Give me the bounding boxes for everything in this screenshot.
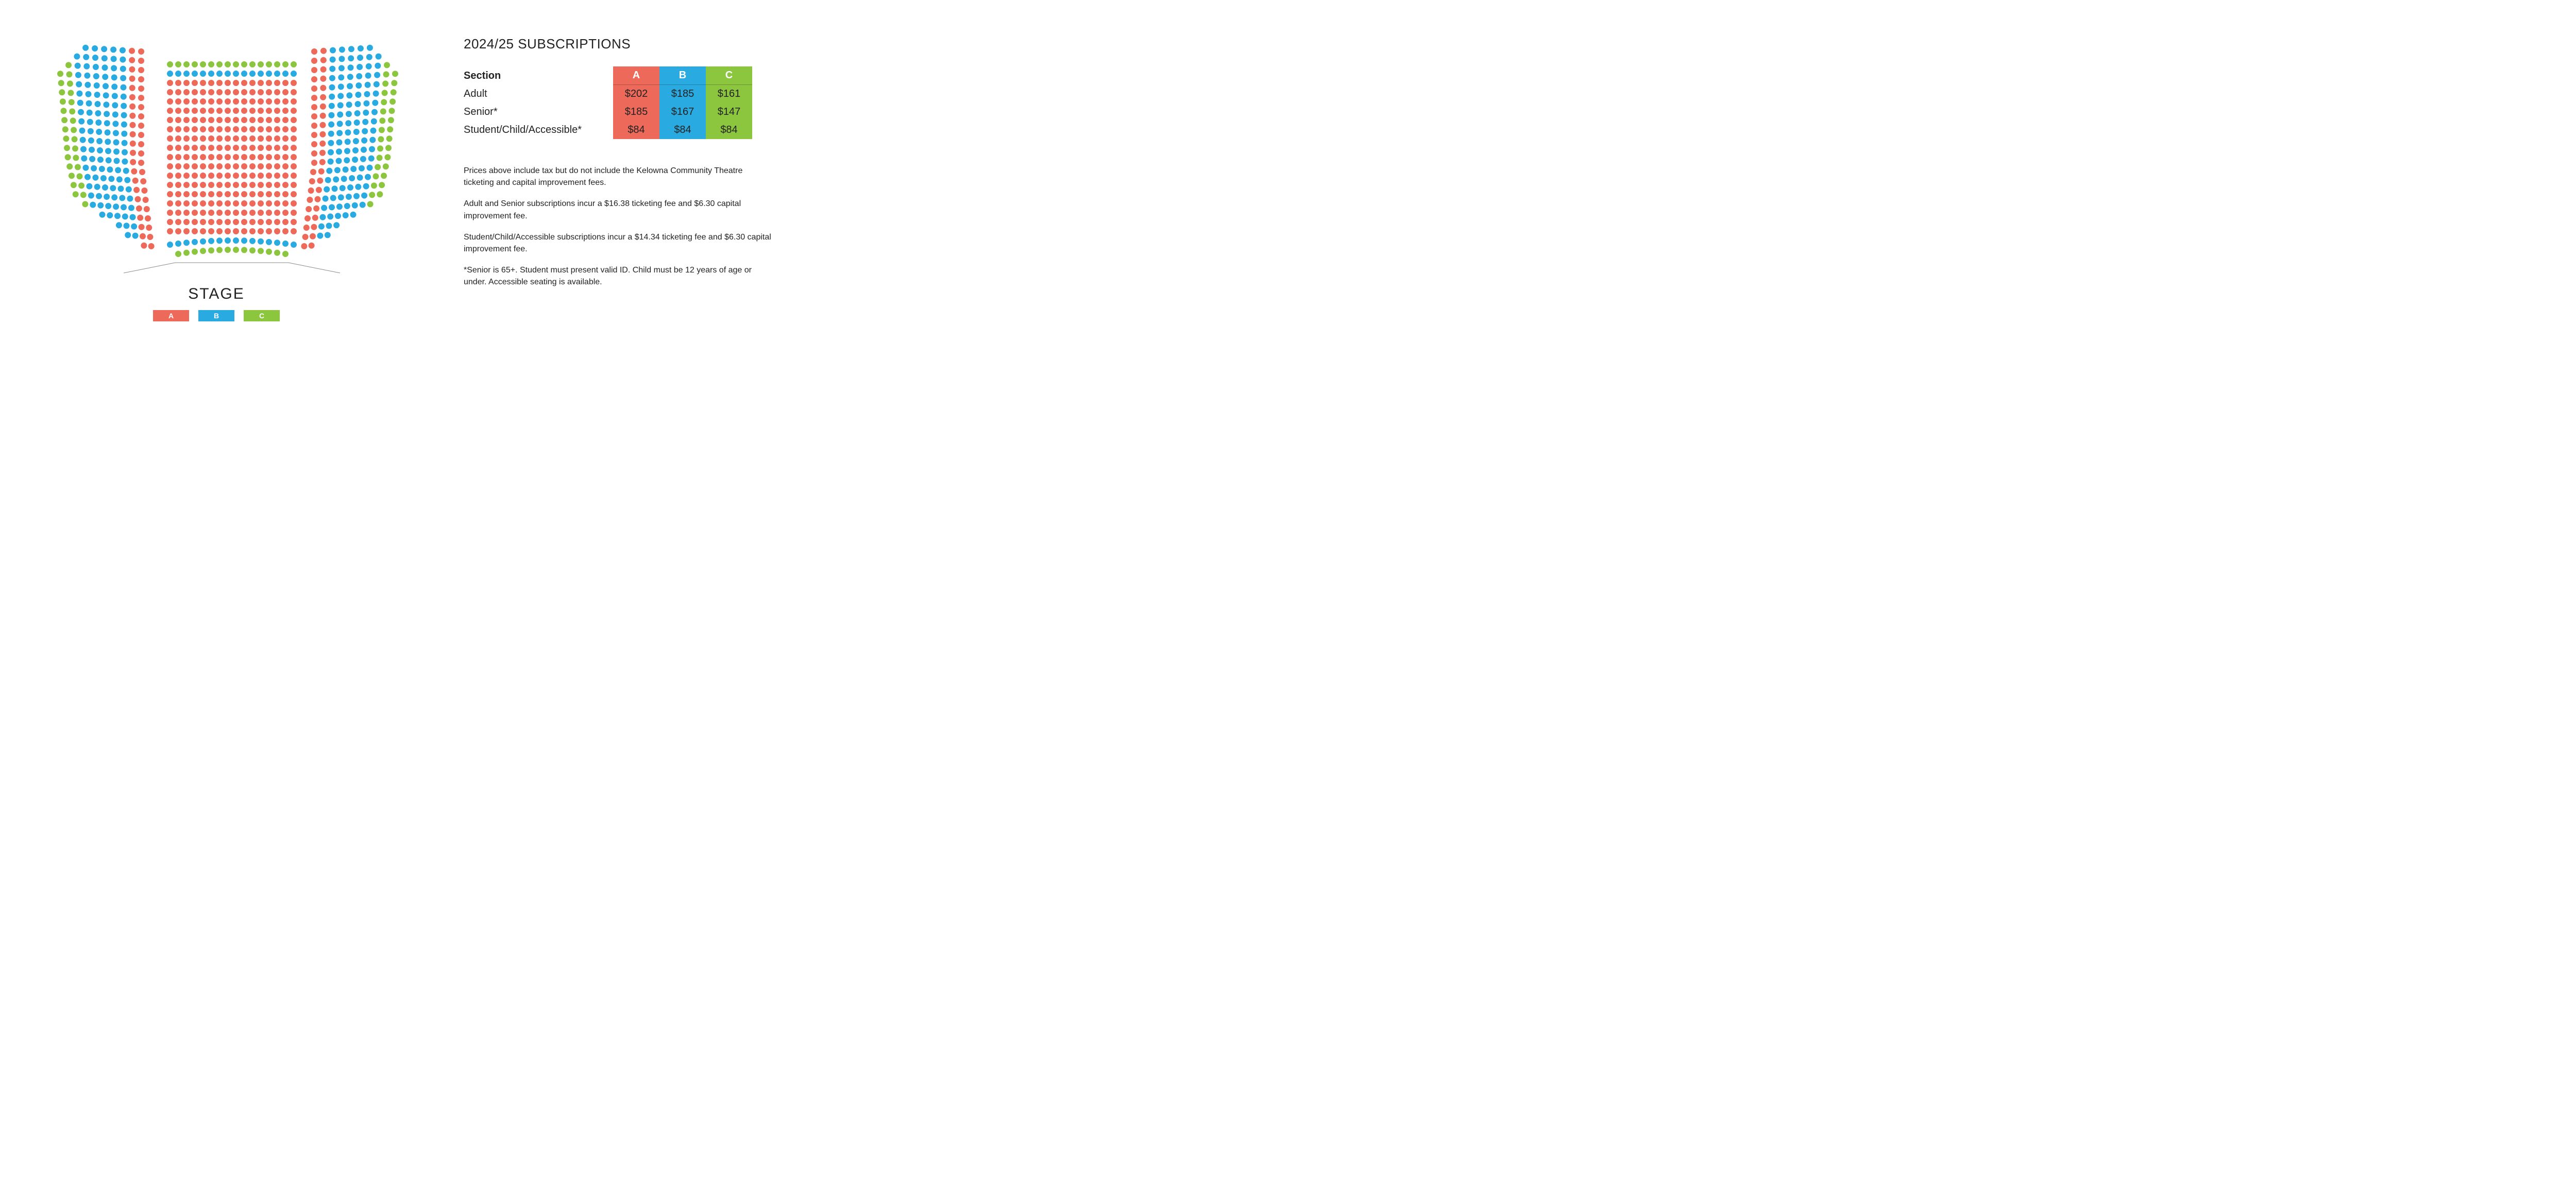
price-header-row: Section A B C: [464, 66, 773, 85]
price-cell: $84: [706, 121, 752, 139]
note: Adult and Senior subscriptions incur a $…: [464, 198, 773, 221]
legend-a: A: [153, 310, 189, 321]
price-row: Adult $202 $185 $161: [464, 85, 773, 103]
page-title: 2024/25 SUBSCRIPTIONS: [464, 36, 773, 52]
section-header-c: C: [706, 66, 752, 85]
section-header-label: Section: [464, 66, 613, 85]
stage-label: STAGE: [21, 285, 412, 303]
section-header-a: A: [613, 66, 659, 85]
note: Prices above include tax but do not incl…: [464, 165, 773, 189]
notes: Prices above include tax but do not incl…: [464, 165, 773, 288]
legend: A B C: [21, 310, 412, 321]
row-label: Student/Child/Accessible*: [464, 121, 613, 139]
note: Student/Child/Accessible subscriptions i…: [464, 231, 773, 255]
price-cell: $202: [613, 85, 659, 103]
price-cell: $185: [659, 85, 706, 103]
section-header-b: B: [659, 66, 706, 85]
seating-chart: STAGE A B C: [21, 15, 412, 321]
price-cell: $185: [613, 103, 659, 121]
legend-b: B: [198, 310, 234, 321]
price-cell: $161: [706, 85, 752, 103]
price-cell: $84: [659, 121, 706, 139]
price-cell: $147: [706, 103, 752, 121]
price-cell: $84: [613, 121, 659, 139]
pricing-panel: 2024/25 SUBSCRIPTIONS Section A B C Adul…: [464, 15, 773, 298]
price-row: Senior* $185 $167 $147: [464, 103, 773, 121]
note: *Senior is 65+. Student must present val…: [464, 264, 773, 288]
row-label: Senior*: [464, 103, 613, 121]
seatmap-svg: [21, 15, 412, 283]
price-cell: $167: [659, 103, 706, 121]
legend-c: C: [244, 310, 280, 321]
price-row: Student/Child/Accessible* $84 $84 $84: [464, 121, 773, 139]
price-table: Section A B C Adult $202 $185 $161 Senio…: [464, 66, 773, 139]
row-label: Adult: [464, 85, 613, 103]
